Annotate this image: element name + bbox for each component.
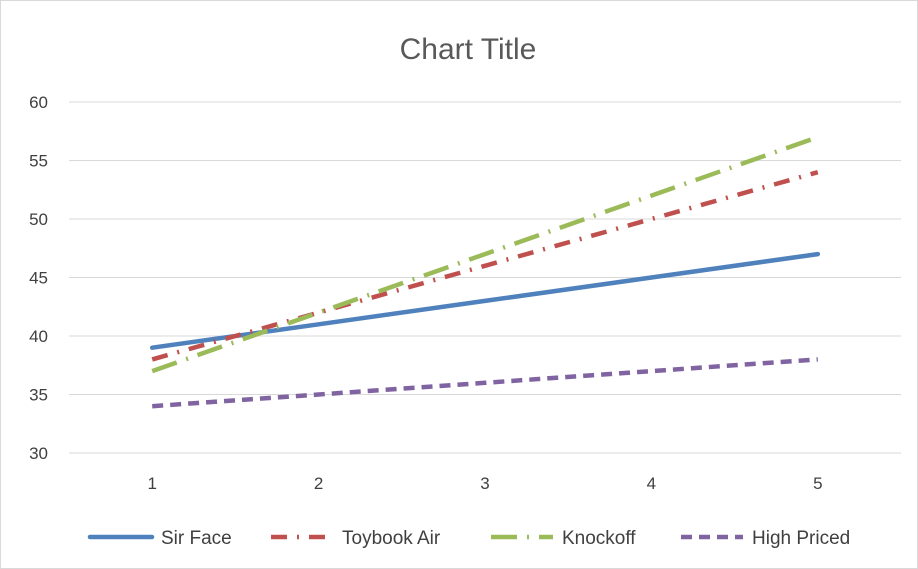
legend-item: High Priced <box>681 528 850 549</box>
y-tick-label: 50 <box>29 210 48 229</box>
legend-item: Sir Face <box>87 528 232 549</box>
y-tick-label: 60 <box>29 93 48 112</box>
data-point <box>316 322 321 327</box>
y-tick-label: 40 <box>29 327 48 346</box>
data-point <box>815 170 820 175</box>
y-tick-label: 55 <box>29 152 48 171</box>
legend-label: Knockoff <box>562 528 636 549</box>
x-tick-label: 5 <box>813 474 822 493</box>
data-point <box>649 193 654 198</box>
y-axis-ticks: 30 35 40 45 50 55 60 <box>29 93 48 463</box>
data-point <box>649 275 654 280</box>
series-line <box>151 134 819 374</box>
series-lines <box>149 134 821 409</box>
series-toybook-air <box>150 170 820 362</box>
x-tick-label: 4 <box>647 474 656 493</box>
y-tick-label: 45 <box>29 269 48 288</box>
data-point <box>316 310 321 315</box>
legend-item: Toybook Air <box>271 528 441 549</box>
data-point <box>483 298 488 303</box>
legend-label: Toybook Air <box>342 528 441 549</box>
data-point <box>483 252 488 257</box>
x-tick-label: 1 <box>147 474 156 493</box>
legend-item: Knockoff <box>491 528 636 549</box>
legend-label: High Priced <box>752 528 850 549</box>
data-point <box>815 357 820 362</box>
x-tick-label: 3 <box>480 474 489 493</box>
data-point <box>316 392 321 397</box>
data-point <box>150 404 155 409</box>
legend-label: Sir Face <box>161 528 232 549</box>
data-point <box>150 357 155 362</box>
legend: Sir Face Toybook Air Knockoff High Priced <box>87 528 850 549</box>
data-point <box>483 380 488 385</box>
data-point <box>483 263 488 268</box>
data-point <box>150 345 155 350</box>
series-knockoff <box>150 134 820 374</box>
data-point <box>815 252 820 257</box>
series-line <box>151 170 819 362</box>
gridlines <box>69 101 901 454</box>
x-axis-ticks: 1 2 3 4 5 <box>147 474 822 493</box>
data-point <box>815 135 820 140</box>
data-point <box>649 217 654 222</box>
y-tick-label: 30 <box>29 444 48 463</box>
series-high-priced <box>150 357 820 409</box>
x-tick-label: 2 <box>314 474 323 493</box>
chart-title: Chart Title <box>400 33 537 66</box>
data-point <box>649 369 654 374</box>
series-line <box>152 357 818 409</box>
y-tick-label: 35 <box>29 386 48 405</box>
data-point <box>150 369 155 374</box>
